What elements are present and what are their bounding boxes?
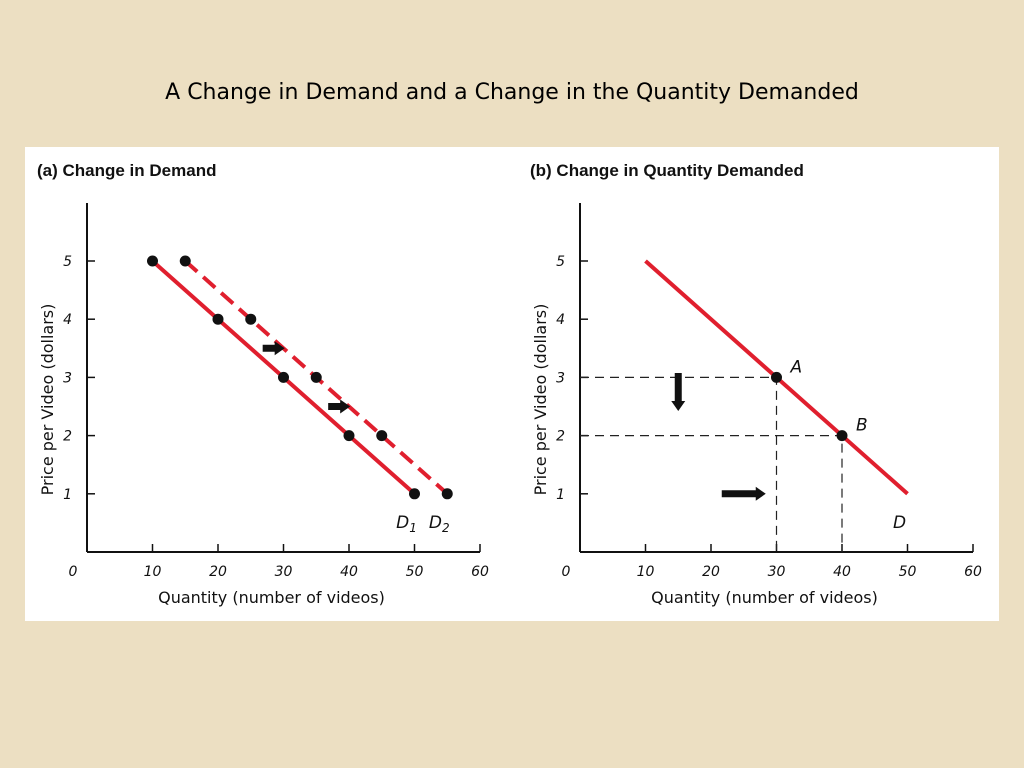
x-tick-label: 30 (275, 564, 293, 580)
x-tick-label: 0 (69, 564, 78, 580)
y-tick-label: 3 (63, 370, 72, 386)
y-tick-label: 4 (556, 312, 565, 328)
y-axis-title: Price per Video (dollars) (38, 304, 57, 496)
arrow-right-icon (262, 341, 285, 356)
x-tick-label: 20 (209, 564, 227, 580)
data-point-d1 (147, 255, 158, 267)
curve-label-d: D (893, 513, 906, 533)
x-tick-label: 60 (471, 564, 489, 580)
y-tick-label: 5 (556, 254, 565, 270)
data-point-d1 (278, 371, 289, 383)
point-label-a: A (790, 357, 803, 377)
data-point-d2 (441, 488, 453, 500)
y-tick-label: 2 (63, 429, 72, 445)
y-tick-label: 1 (556, 487, 565, 503)
arrow-right-icon (328, 399, 351, 414)
point-a (771, 371, 782, 383)
x-axis-title: Quantity (number of videos) (158, 588, 385, 607)
chart-title: (b) Change in Quantity Demanded (530, 161, 804, 180)
x-axis-title: Quantity (number of videos) (651, 588, 878, 607)
y-tick-label: 1 (63, 487, 72, 503)
arrow-down-icon (671, 372, 686, 411)
figure-panel: (a) Change in Demand 0 10 20 30 40 50 60 1 2 3 4 5 Qu… (25, 147, 999, 621)
y-axis-title: Price per Video (dollars) (531, 304, 550, 496)
x-tick-label: 0 (562, 564, 571, 580)
curve-label-d2: D2 (429, 513, 450, 535)
x-tick-label: 30 (768, 564, 786, 580)
data-point-d1 (409, 488, 420, 500)
data-point-d1 (212, 313, 224, 325)
point-label-b: B (856, 416, 868, 436)
arrow-right-icon (721, 486, 766, 501)
data-point-d2 (179, 255, 191, 267)
curve-label-d1: D1 (396, 513, 417, 535)
x-tick-label: 50 (406, 564, 424, 580)
x-tick-label: 20 (702, 564, 720, 580)
y-tick-label: 2 (556, 429, 565, 445)
guide-line-b (580, 435, 843, 552)
data-point-d2 (245, 313, 257, 325)
x-tick-label: 40 (340, 564, 358, 580)
y-tick-label: 3 (556, 370, 565, 386)
x-tick-label: 10 (637, 564, 655, 580)
data-point-d2 (376, 430, 388, 442)
x-tick-label: 60 (964, 564, 982, 580)
chart-change-in-quantity-demanded: (b) Change in Quantity Demanded 0 10 20 30 40… (530, 161, 982, 607)
x-tick-label: 10 (144, 564, 162, 580)
data-point-d1 (343, 430, 355, 442)
chart-title: (a) Change in Demand (37, 161, 216, 180)
y-tick-label: 5 (63, 254, 72, 270)
y-tick-label: 4 (63, 312, 72, 328)
point-b (836, 430, 848, 442)
data-point-d2 (310, 371, 322, 383)
x-tick-label: 40 (833, 564, 851, 580)
chart-change-in-demand: (a) Change in Demand 0 10 20 30 40 50 60 1 2 3 4 5 Qu… (37, 161, 489, 607)
x-tick-label: 50 (899, 564, 917, 580)
slide-title: A Change in Demand and a Change in the Q… (165, 80, 859, 105)
